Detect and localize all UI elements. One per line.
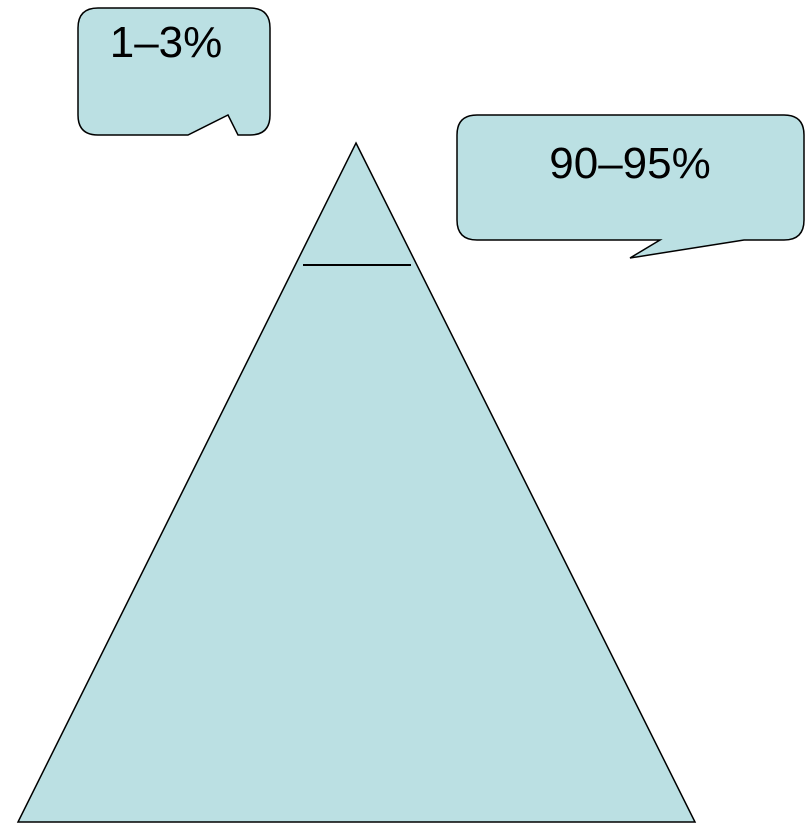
callout-base-segment: 90–95%	[456, 114, 805, 259]
callout-top-segment-bubble	[77, 7, 271, 136]
pyramid-triangle	[16, 141, 697, 823]
callout-top-segment-label: 1–3%	[110, 18, 223, 67]
callout-base-segment-bubble	[456, 114, 805, 259]
callout-top-segment: 1–3%	[77, 7, 271, 136]
pyramid	[16, 141, 697, 823]
callout-base-segment-label: 90–95%	[549, 139, 710, 188]
